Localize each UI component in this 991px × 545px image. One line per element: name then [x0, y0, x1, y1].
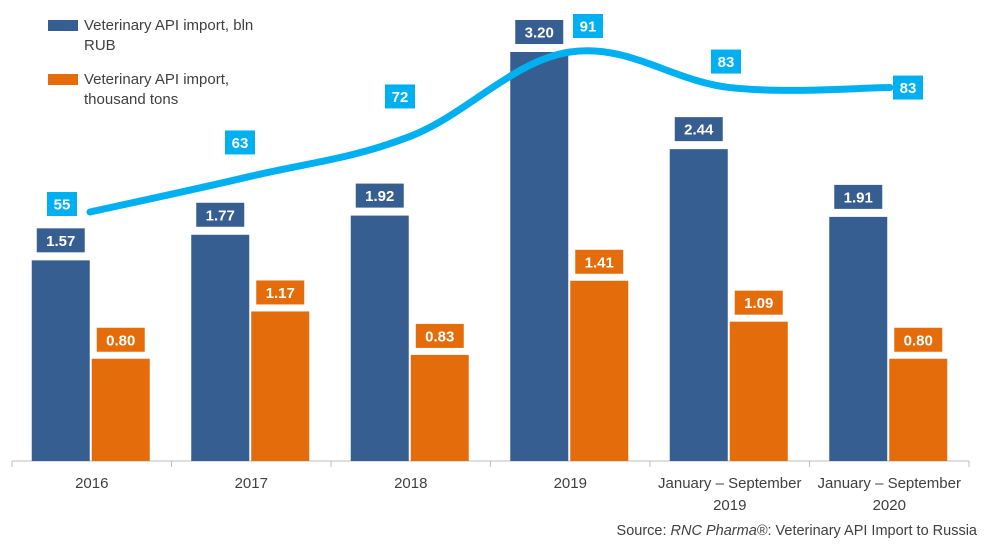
- x-tick-label: 2016: [75, 475, 108, 492]
- bar-rub: [510, 52, 569, 461]
- data-label-tons: 0.83: [425, 328, 454, 345]
- data-label-tons: 0.80: [904, 332, 933, 349]
- x-tick-label: 2018: [394, 475, 427, 492]
- data-label-rub: 3.20: [525, 25, 554, 42]
- legend-swatch-rub: [48, 20, 78, 31]
- data-label-tons: 1.17: [266, 285, 295, 302]
- source-prefix: Source:: [616, 523, 671, 539]
- data-label-line: 83: [718, 54, 735, 71]
- data-label-rub-box: [196, 202, 245, 227]
- data-label-line-box: [225, 130, 255, 155]
- legend-item-rub: Veterinary API import, bln RUB: [48, 16, 274, 56]
- data-label-line-box: [711, 49, 741, 74]
- bar-tons: [410, 354, 469, 461]
- x-tick-label: January – September: [818, 475, 961, 492]
- x-tick-label: 2019: [713, 497, 746, 514]
- data-label-tons: 0.80: [106, 332, 135, 349]
- bar-rub: [191, 234, 250, 461]
- data-label-rub: 1.92: [365, 188, 394, 205]
- bar-rub: [31, 260, 90, 461]
- data-label-line-box: [385, 84, 415, 109]
- legend-label-tons: Veterinary API import, thousand tons: [84, 71, 230, 108]
- bar-tons: [729, 321, 788, 461]
- data-label-tons-box: [415, 323, 464, 348]
- source-brand: RNC Pharma®: [670, 523, 768, 539]
- bar-tons: [889, 358, 948, 461]
- data-label-line-box: [893, 75, 923, 100]
- data-label-rub: 2.44: [684, 122, 714, 139]
- data-label-tons-box: [256, 280, 305, 305]
- data-label-line: 83: [900, 80, 917, 97]
- line-series: [86, 47, 894, 216]
- data-label-line-box: [573, 14, 603, 38]
- data-label-line: 63: [232, 135, 249, 152]
- bar-tons: [91, 358, 150, 461]
- data-label-tons-box: [96, 327, 145, 352]
- bar-rub: [829, 216, 888, 461]
- data-label-tons-box: [575, 249, 624, 274]
- data-label-rub: 1.77: [206, 207, 235, 224]
- data-label-rub-box: [36, 228, 85, 253]
- bar-tons: [251, 311, 310, 461]
- bar-rub: [669, 149, 728, 461]
- data-label-rub-box: [355, 183, 404, 208]
- data-label-line-box: [47, 192, 77, 216]
- data-label-tons: 1.09: [744, 295, 773, 312]
- x-tick-label: 2020: [873, 497, 906, 514]
- data-label-line: 91: [580, 19, 597, 36]
- data-label-rub: 1.91: [844, 189, 873, 206]
- data-label-rub-box: [674, 117, 723, 142]
- data-label-line: 72: [392, 89, 409, 106]
- data-label-tons-box: [894, 327, 943, 352]
- data-label-tons-box: [734, 290, 783, 315]
- data-label-rub-box: [515, 20, 564, 44]
- data-label-rub-box: [834, 184, 883, 209]
- x-tick-label: 2017: [235, 475, 268, 492]
- bar-tons: [570, 280, 629, 461]
- legend-swatch-tons: [48, 74, 78, 85]
- legend-item-tons: Veterinary API import, thousand tons: [48, 70, 274, 110]
- legend: Veterinary API import, bln RUB Veterinar…: [48, 16, 274, 124]
- source-note: Source: RNC Pharma®: Veterinary API Impo…: [617, 523, 977, 539]
- data-label-tons: 1.41: [585, 254, 614, 271]
- legend-label-rub: Veterinary API import, bln RUB: [84, 17, 254, 54]
- x-tick-label: January – September: [658, 475, 801, 492]
- data-label-line: 55: [54, 197, 71, 214]
- data-label-rub: 1.57: [46, 233, 75, 250]
- source-suffix: : Veterinary API Import to Russia: [767, 523, 977, 539]
- bar-rub: [350, 215, 409, 461]
- x-tick-label: 2019: [554, 475, 587, 492]
